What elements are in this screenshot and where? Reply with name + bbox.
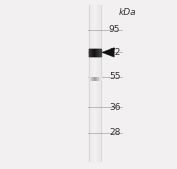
Text: 72: 72 — [109, 48, 120, 57]
Bar — [100, 5, 101, 161]
Polygon shape — [102, 48, 114, 57]
Bar — [93, 5, 94, 161]
Bar — [96, 5, 97, 161]
Bar — [90, 5, 91, 161]
Bar — [99, 5, 100, 161]
Bar — [94, 5, 95, 161]
Bar — [91, 5, 92, 161]
Text: 95: 95 — [109, 25, 120, 34]
Bar — [88, 5, 89, 161]
Bar — [89, 5, 90, 161]
Bar — [98, 5, 99, 161]
Bar — [95, 5, 96, 161]
Text: 36: 36 — [109, 103, 120, 112]
Bar — [92, 5, 93, 161]
Text: kDa: kDa — [119, 8, 136, 17]
Bar — [97, 5, 98, 161]
Text: 55: 55 — [109, 72, 120, 81]
Text: 28: 28 — [109, 128, 120, 137]
